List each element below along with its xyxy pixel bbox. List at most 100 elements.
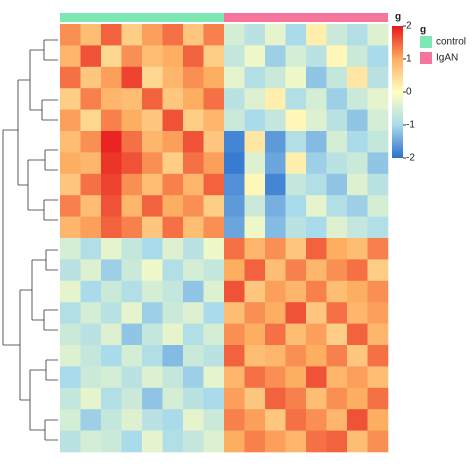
- heatmap-cell: [60, 409, 81, 431]
- heatmap-cell: [80, 387, 102, 410]
- heatmap-cell: [142, 66, 163, 89]
- heatmap-cell: [244, 45, 266, 68]
- heatmap-cell: [142, 131, 163, 153]
- heatmap-cell: [285, 259, 307, 282]
- heatmap-cell: [183, 24, 204, 46]
- heatmap-cell: [60, 259, 81, 282]
- heatmap-cell: [265, 323, 286, 346]
- heatmap-cell: [326, 216, 348, 239]
- heatmap-cell: [80, 345, 102, 367]
- heatmap-cell: [142, 152, 163, 175]
- heatmap-cell: [142, 323, 163, 346]
- heatmap-cell: [101, 216, 122, 239]
- heatmap-cell: [121, 88, 143, 110]
- heatmap-cell: [326, 109, 348, 132]
- heatmap-cell: [244, 24, 266, 46]
- heatmap-cell: [203, 88, 225, 110]
- heatmap-cell: [367, 195, 389, 217]
- heatmap-cell: [306, 88, 327, 110]
- colorbar-tick-label: 2: [406, 21, 412, 32]
- heatmap-cell: [244, 430, 266, 453]
- heatmap-cell: [265, 131, 286, 153]
- heatmap-cell: [101, 259, 122, 282]
- heatmap-cell: [101, 280, 122, 303]
- heatmap-cell: [285, 323, 307, 346]
- heatmap-cell: [326, 323, 348, 346]
- heatmap-cell: [162, 280, 184, 303]
- heatmap-cell: [224, 387, 245, 410]
- heatmap-cell: [326, 259, 348, 282]
- heatmap-cell: [367, 24, 389, 46]
- heatmap-cell: [265, 387, 286, 410]
- heatmap-cell: [80, 280, 102, 303]
- heatmap-cell: [203, 387, 225, 410]
- heatmap-cell: [224, 216, 245, 239]
- heatmap-cell: [203, 430, 225, 453]
- heatmap-cell: [285, 152, 307, 175]
- heatmap-cell: [306, 366, 327, 389]
- heatmap-cell: [285, 24, 307, 46]
- heatmap-cell: [265, 66, 286, 89]
- row-dendrogram: [2, 39, 58, 441]
- heatmap-cell: [121, 109, 143, 132]
- heatmap-cell: [183, 195, 204, 217]
- heatmap-cell: [265, 173, 286, 196]
- heatmap-cell: [326, 366, 348, 389]
- heatmap-cell: [367, 131, 389, 153]
- heatmap-cell: [203, 109, 225, 132]
- heatmap-cell: [224, 152, 245, 175]
- heatmap-cell: [60, 280, 81, 303]
- heatmap-cell: [80, 131, 102, 153]
- heatmap-cell: [121, 195, 143, 217]
- heatmap-cell: [80, 409, 102, 431]
- heatmap-cell: [224, 66, 245, 89]
- heatmap-cell: [285, 195, 307, 217]
- heatmap-cell: [347, 409, 368, 431]
- heatmap-cell: [142, 430, 163, 453]
- heatmap-cell: [121, 238, 143, 260]
- heatmap-cell: [80, 195, 102, 217]
- heatmap-cell: [121, 302, 143, 324]
- heatmap-cell: [121, 66, 143, 89]
- heatmap-cell: [60, 66, 81, 89]
- heatmap-cell: [326, 152, 348, 175]
- heatmap-cell: [142, 409, 163, 431]
- heatmap-cell: [183, 109, 204, 132]
- heatmap-cell: [80, 66, 102, 89]
- heatmap-cell: [224, 238, 245, 260]
- heatmap-cell: [244, 216, 266, 239]
- heatmap-cell: [121, 430, 143, 453]
- heatmap-cell: [367, 66, 389, 89]
- heatmap-cell: [285, 430, 307, 453]
- heatmap-cell: [80, 302, 102, 324]
- annotation-bar: [60, 13, 224, 22]
- heatmap-cell: [142, 216, 163, 239]
- heatmap-cell: [121, 131, 143, 153]
- heatmap-cell: [162, 366, 184, 389]
- heatmap-cell: [285, 216, 307, 239]
- heatmap-cell: [244, 195, 266, 217]
- heatmap-cell: [265, 409, 286, 431]
- heatmap-cell: [60, 195, 81, 217]
- heatmap-cell: [306, 173, 327, 196]
- heatmap-cell: [142, 173, 163, 196]
- heatmap-cell: [244, 409, 266, 431]
- heatmap-cell: [347, 238, 368, 260]
- heatmap-cell: [203, 66, 225, 89]
- heatmap-cell: [142, 302, 163, 324]
- heatmap-cell: [101, 45, 122, 68]
- heatmap-cell: [101, 409, 122, 431]
- heatmap-cell: [347, 345, 368, 367]
- heatmap-cell: [80, 88, 102, 110]
- heatmap-cell: [306, 109, 327, 132]
- heatmap-cell: [265, 88, 286, 110]
- heatmap-cell: [101, 131, 122, 153]
- heatmap-cell: [285, 409, 307, 431]
- heatmap-cell: [101, 238, 122, 260]
- heatmap-cell: [367, 216, 389, 239]
- heatmap-cell: [306, 302, 327, 324]
- heatmap-cell: [265, 195, 286, 217]
- legend-label: IgAN: [436, 53, 458, 64]
- heatmap-cell: [326, 409, 348, 431]
- heatmap-cell: [244, 66, 266, 89]
